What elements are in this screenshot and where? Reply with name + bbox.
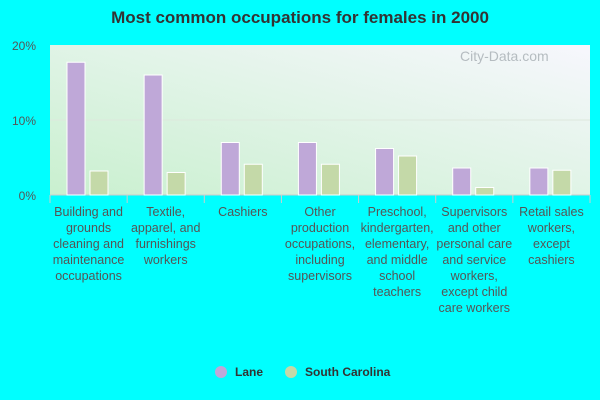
legend-lane: Lane: [215, 365, 263, 379]
legend-label: South Carolina: [305, 365, 391, 379]
legend-swatch-south-carolina: [285, 366, 297, 378]
legend-label: Lane: [235, 365, 264, 379]
bar-lane[interactable]: [375, 148, 395, 196]
watermark: City-Data.com: [460, 48, 549, 64]
x-tick-label: Cashiers: [218, 205, 268, 219]
bar-south-carolina[interactable]: [398, 155, 418, 196]
x-tick-label: Retail sales workers, except cashiers: [519, 205, 584, 267]
bar-lane[interactable]: [529, 167, 549, 196]
bar-south-carolina[interactable]: [475, 187, 495, 196]
x-tick-label: Textile, apparel, and furnishings worker…: [130, 205, 201, 267]
bar-south-carolina[interactable]: [89, 170, 109, 196]
y-tick-label: 10%: [12, 114, 36, 128]
legend-south-carolina: South Carolina: [285, 365, 390, 379]
bar-south-carolina[interactable]: [552, 169, 572, 196]
legend-swatch-lane: [215, 366, 227, 378]
bar-lane[interactable]: [452, 167, 472, 196]
bar-south-carolina[interactable]: [166, 172, 186, 196]
bar-lane[interactable]: [66, 61, 86, 196]
bar-south-carolina[interactable]: [243, 163, 263, 196]
x-tick-label: Supervisors and other personal care and …: [436, 205, 513, 315]
bar-south-carolina[interactable]: [320, 163, 340, 196]
x-tick-label: Other production occupations, including …: [284, 205, 356, 283]
x-tick-label: Preschool, kindergarten, elementary, and…: [360, 205, 434, 299]
bar-lane[interactable]: [143, 74, 163, 196]
chart-title: Most common occupations for females in 2…: [111, 8, 489, 27]
x-tick-label: Building and grounds cleaning and mainte…: [52, 205, 125, 283]
bar-lane[interactable]: [297, 142, 317, 196]
y-tick-label: 20%: [12, 39, 36, 53]
y-tick-label: 0%: [19, 189, 37, 203]
bar-lane[interactable]: [220, 142, 240, 196]
